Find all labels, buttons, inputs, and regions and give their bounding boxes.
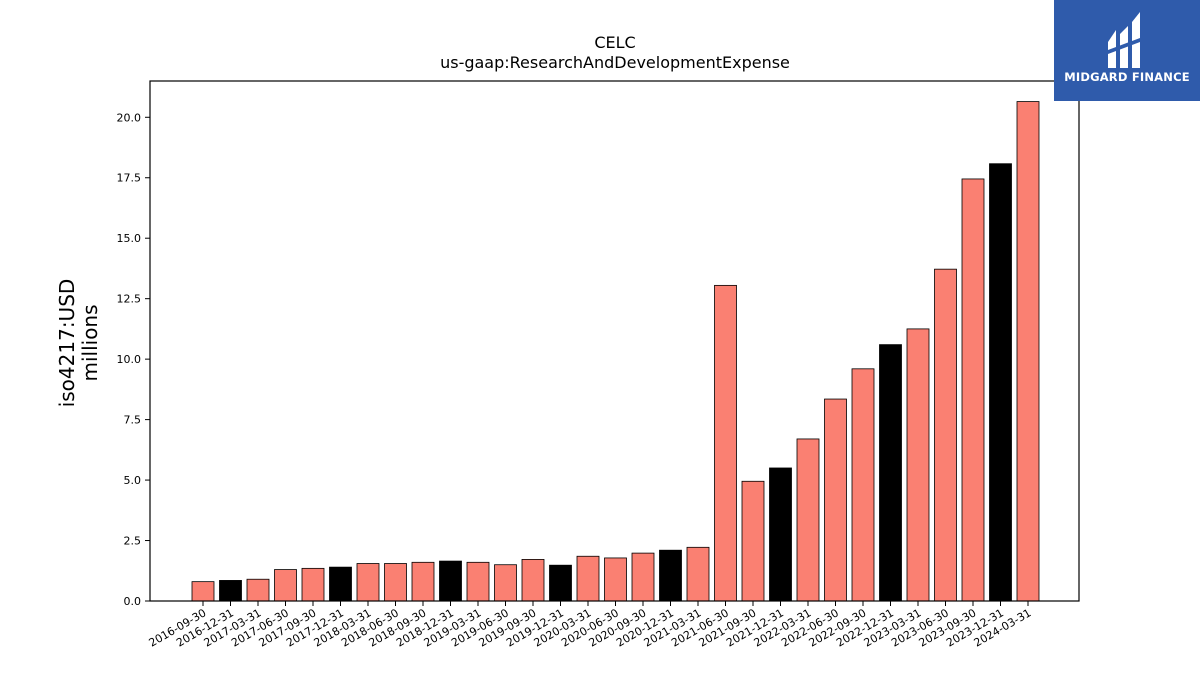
y-tick-label: 10.0 (117, 353, 142, 366)
bar-2020-06-30 (604, 557, 627, 602)
y-tick-label: 0.0 (124, 595, 142, 608)
bar-2018-12-31 (439, 560, 462, 602)
bar-2022-12-31 (879, 344, 902, 602)
bar-2018-03-31 (356, 563, 380, 602)
bar-2017-12-31 (329, 566, 352, 602)
bar-2017-03-31 (246, 578, 270, 602)
bar-2023-12-31 (989, 163, 1012, 602)
bar-2017-06-30 (274, 569, 297, 602)
bar-2022-06-30 (824, 398, 847, 602)
y-tick-label: 5.0 (124, 474, 142, 487)
bar-2020-12-31 (659, 549, 682, 602)
brand-logo: MIDGARD FINANCE (1054, 0, 1200, 101)
x-ticks-group: 2016-09-302016-12-312017-03-312017-06-30… (147, 601, 1034, 650)
y-tick-label: 7.5 (124, 414, 142, 427)
bar-2019-03-31 (466, 561, 490, 602)
bar-2024-03-31 (1016, 101, 1040, 602)
bar-2019-06-30 (494, 564, 517, 602)
y-tick-label: 17.5 (117, 172, 142, 185)
chart-title: CELC (594, 33, 635, 52)
bar-2021-06-30 (714, 284, 737, 602)
bar-2017-09-30 (301, 567, 325, 602)
brand-name: MIDGARD FINANCE (1064, 70, 1190, 84)
bar-2021-09-30 (741, 480, 765, 602)
midgard-logo-icon (1108, 12, 1140, 68)
bars-group (191, 101, 1040, 602)
bar-2023-03-31 (906, 328, 930, 602)
y-axis-label: iso4217:USD (55, 279, 79, 408)
y-axis-unit-label: millions (78, 304, 102, 381)
plot-frame (149, 80, 1080, 602)
bar-2020-09-30 (631, 552, 655, 602)
chart-subtitle: us-gaap:ResearchAndDevelopmentExpense (440, 53, 790, 72)
bar-2022-09-30 (851, 368, 875, 602)
bar-2016-09-30 (191, 581, 215, 602)
bar-2018-09-30 (411, 561, 435, 602)
y-tick-label: 12.5 (117, 293, 142, 306)
y-tick-label: 20.0 (117, 111, 142, 124)
bar-2023-09-30 (961, 178, 985, 602)
bar-2020-03-31 (576, 555, 600, 602)
bar-2021-03-31 (686, 546, 710, 602)
bar-2022-03-31 (796, 438, 820, 602)
y-ticks-group: 0.0 2.5 5.0 7.5 10.0 12.5 15.0 17.5 20.0 (117, 111, 150, 608)
bar-2023-06-30 (934, 268, 957, 602)
y-tick-label: 15.0 (117, 232, 142, 245)
y-tick-label: 2.5 (124, 535, 142, 548)
bar-2018-06-30 (384, 563, 407, 602)
bar-2019-12-31 (549, 564, 572, 602)
bar-2021-12-31 (769, 467, 792, 602)
bar-2016-12-31 (219, 580, 242, 602)
bar-2019-09-30 (521, 559, 545, 602)
